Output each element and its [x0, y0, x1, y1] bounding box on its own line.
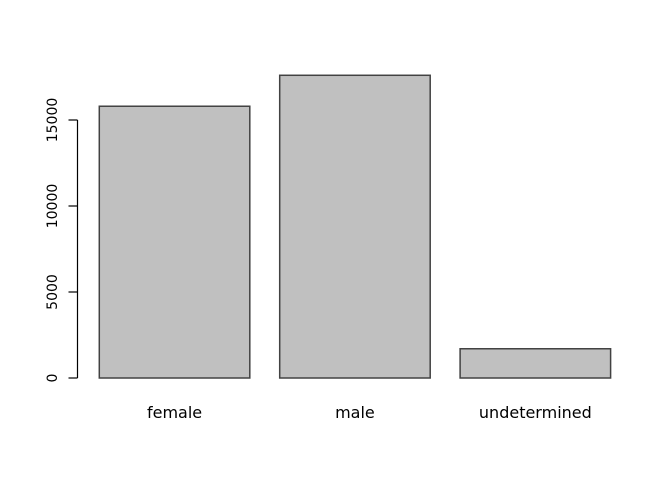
- y-axis-tick-label: 0: [45, 374, 61, 383]
- y-axis-tick-label: 5000: [45, 274, 61, 310]
- bar-undetermined: [459, 348, 612, 379]
- x-axis-label-female: female: [147, 403, 202, 422]
- y-axis-tick-label: 15000: [45, 98, 61, 143]
- x-axis-label-undetermined: undetermined: [479, 403, 592, 422]
- bar-male: [278, 74, 431, 379]
- x-axis-label-male: male: [335, 403, 375, 422]
- y-axis-tick-label: 10000: [45, 184, 61, 229]
- bar-female: [98, 105, 251, 379]
